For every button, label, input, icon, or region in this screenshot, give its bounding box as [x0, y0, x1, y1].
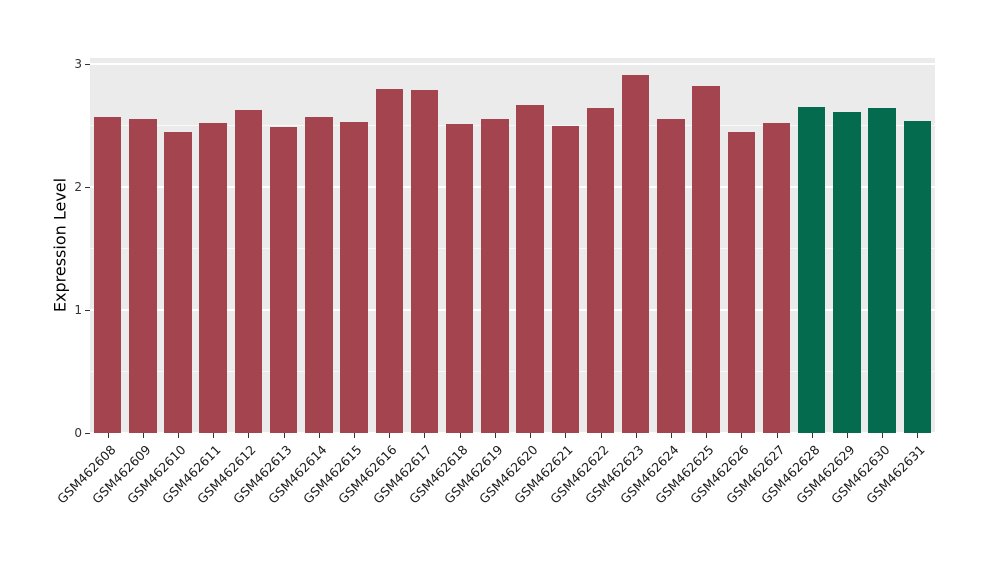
major-gridline: [90, 63, 935, 66]
x-axis-tick-mark: [248, 433, 250, 438]
x-axis-tick-mark: [600, 433, 602, 438]
minor-gridline: [90, 247, 935, 249]
minor-gridline: [90, 124, 935, 126]
bar: [762, 123, 791, 433]
bar: [269, 126, 298, 433]
y-axis-tick-mark: [85, 310, 90, 312]
x-axis-tick-mark: [635, 433, 637, 438]
x-axis-tick-mark: [283, 433, 285, 438]
bar: [93, 117, 122, 433]
x-axis-tick-mark: [494, 433, 496, 438]
x-axis-tick-mark: [459, 433, 461, 438]
y-axis-tick-label: 2: [74, 180, 82, 195]
x-axis-tick-mark: [213, 433, 215, 438]
x-axis-tick-mark: [917, 433, 919, 438]
x-axis-tick-mark: [706, 433, 708, 438]
major-gridline: [90, 186, 935, 189]
bar: [340, 121, 368, 433]
bar: [129, 119, 157, 433]
y-axis-tick-label: 1: [74, 303, 82, 318]
x-axis-tick-mark: [741, 433, 743, 438]
x-axis-tick-mark: [142, 433, 144, 438]
bar: [516, 104, 544, 433]
y-axis-tick-mark: [85, 187, 90, 189]
y-axis-tick-mark: [85, 64, 90, 66]
x-axis-tick-mark: [565, 433, 567, 438]
bar: [234, 109, 263, 433]
bar: [305, 117, 333, 433]
bar: [375, 88, 403, 433]
bar: [410, 89, 439, 433]
bar: [445, 124, 474, 433]
bar: [164, 131, 192, 433]
major-gridline: [90, 432, 935, 434]
x-axis-tick-mark: [389, 433, 391, 438]
x-axis-tick-mark: [107, 433, 109, 438]
x-axis-tick-mark: [882, 433, 884, 438]
major-gridline: [90, 309, 935, 312]
minor-gridline: [90, 370, 935, 372]
x-axis-tick-mark: [670, 433, 672, 438]
bar: [903, 120, 932, 433]
bar: [833, 112, 861, 433]
bar: [481, 119, 509, 433]
x-axis-tick-mark: [178, 433, 180, 438]
bar: [199, 123, 227, 433]
bar: [551, 125, 580, 433]
x-axis-tick-mark: [811, 433, 813, 438]
y-axis-tick-label: 0: [74, 426, 82, 440]
y-axis-tick-mark: [85, 433, 90, 434]
bar: [621, 75, 650, 433]
x-axis-tick-mark: [776, 433, 778, 438]
x-axis-tick-mark: [424, 433, 426, 438]
bar: [586, 108, 615, 433]
y-axis-title: Expression Level: [50, 177, 70, 313]
x-axis-tick-mark: [846, 433, 848, 438]
bar: [868, 108, 896, 433]
bar: [692, 86, 720, 433]
plot-panel: [90, 58, 935, 434]
x-axis-tick-mark: [354, 433, 356, 438]
x-axis-tick-mark: [530, 433, 532, 438]
x-axis-tick-mark: [318, 433, 320, 438]
bar: [657, 119, 685, 433]
bar: [727, 131, 756, 433]
y-axis-tick-label: 3: [74, 57, 82, 72]
bar: [798, 107, 826, 433]
